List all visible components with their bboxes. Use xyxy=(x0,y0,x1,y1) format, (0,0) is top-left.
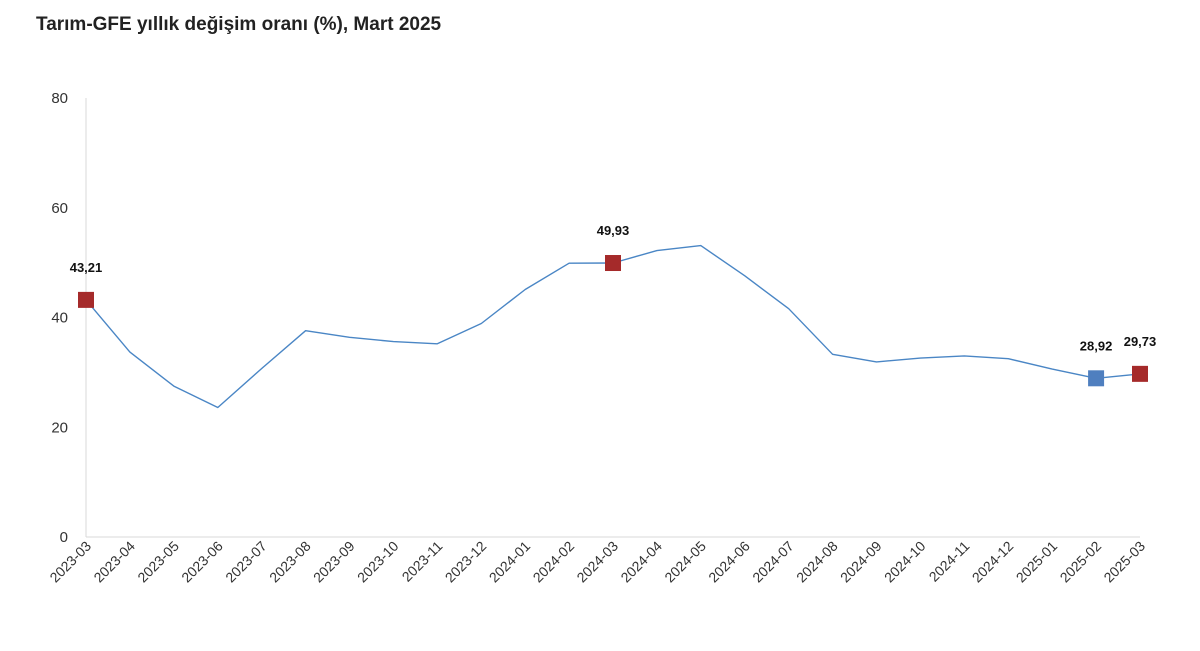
x-tick-label: 2024-07 xyxy=(749,538,797,586)
data-label: 43,21 xyxy=(70,260,103,275)
y-tick-labels: 0 20 40 60 80 xyxy=(51,90,68,546)
x-tick-label: 2023-08 xyxy=(266,538,314,586)
x-tick-label: 2023-07 xyxy=(222,538,270,586)
y-tick-label: 40 xyxy=(51,310,68,327)
x-tick-label: 2023-06 xyxy=(178,538,226,586)
x-tick-label: 2023-10 xyxy=(354,538,402,586)
data-label: 49,93 xyxy=(597,223,630,238)
y-tick-label: 60 xyxy=(51,200,68,217)
x-tick-label: 2024-06 xyxy=(705,538,753,586)
data-point-marker xyxy=(605,255,621,272)
x-tick-label: 2025-02 xyxy=(1057,538,1105,586)
axes xyxy=(85,98,1140,538)
x-tick-label: 2023-11 xyxy=(399,538,446,585)
y-tick-label: 20 xyxy=(51,419,68,436)
x-tick-label: 2023-12 xyxy=(442,538,490,586)
x-tick-label: 2024-04 xyxy=(617,538,665,586)
data-point-marker xyxy=(1088,370,1105,387)
data-label: 28,92 xyxy=(1080,338,1113,353)
x-tick-label: 2023-04 xyxy=(90,538,138,586)
x-tick-labels: 2023-032023-042023-052023-062023-072023-… xyxy=(46,538,1148,586)
y-tick-label: 0 xyxy=(60,529,68,546)
data-labels: 43,21 49,93 28,92 29,73 xyxy=(70,223,1157,353)
chart-title: Tarım-GFE yıllık değişim oranı (%), Mart… xyxy=(36,14,442,35)
y-tick-label: 80 xyxy=(51,90,68,107)
x-tick-label: 2024-11 xyxy=(926,538,973,585)
x-tick-label: 2025-03 xyxy=(1100,538,1148,586)
x-tick-label: 2024-08 xyxy=(793,538,841,586)
data-point-marker xyxy=(78,291,94,308)
x-tick-label: 2023-09 xyxy=(310,538,358,586)
data-point-marker xyxy=(1132,365,1148,382)
data-label: 29,73 xyxy=(1124,334,1157,349)
x-tick-label: 2024-03 xyxy=(573,538,621,586)
x-tick-label: 2024-10 xyxy=(881,538,929,586)
x-tick-label: 2024-02 xyxy=(530,538,578,586)
x-tick-label: 2023-05 xyxy=(134,538,182,586)
markers xyxy=(78,255,1148,387)
x-tick-label: 2025-01 xyxy=(1013,538,1061,586)
x-tick-label: 2024-01 xyxy=(486,538,534,586)
x-tick-label: 2023-03 xyxy=(46,538,94,586)
x-tick-label: 2024-09 xyxy=(837,538,885,586)
x-tick-label: 2024-12 xyxy=(969,538,1017,586)
x-tick-label: 2024-05 xyxy=(661,538,709,586)
